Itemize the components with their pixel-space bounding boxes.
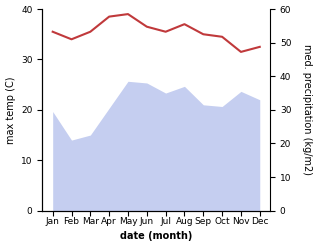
Y-axis label: max temp (C): max temp (C) bbox=[5, 76, 16, 144]
Y-axis label: med. precipitation (kg/m2): med. precipitation (kg/m2) bbox=[302, 44, 313, 175]
X-axis label: date (month): date (month) bbox=[120, 231, 192, 242]
